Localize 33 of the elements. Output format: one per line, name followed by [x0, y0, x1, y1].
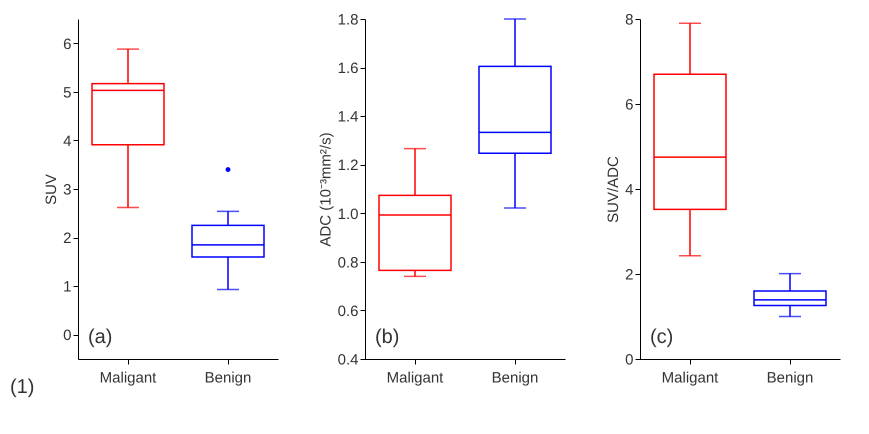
y-tick-label: 2 [625, 266, 634, 284]
y-axis-title: SUV/ADC [605, 156, 622, 223]
y-tick-label: 4 [63, 132, 72, 150]
y-tick-label: 4 [625, 182, 634, 198]
y-tick-label: 0.4 [338, 352, 358, 368]
x-tick-label: Maligant [100, 370, 158, 386]
x-tick-label: Maligant [662, 370, 720, 386]
y-tick-label: 8 [625, 12, 634, 28]
y-tick-label: 1.2 [338, 157, 358, 174]
y-axis-title: ADC (10⁻³mm²/s) [318, 132, 335, 247]
y-tick-label: 0 [63, 327, 72, 344]
y-tick-label: 1.4 [338, 108, 358, 126]
y-tick-label: 0 [625, 352, 634, 368]
y-tick-label: 1.8 [338, 12, 358, 28]
x-tick-label: Benign [766, 370, 814, 386]
annotation: (b) [375, 326, 400, 348]
y-tick-label: 6 [63, 36, 72, 53]
annotation: (c) [650, 326, 674, 348]
x-tick-label: Benign [492, 370, 538, 386]
y-tick-label: 1.0 [338, 206, 358, 223]
text: (1) [10, 376, 34, 398]
annotation: (a) [88, 326, 112, 348]
y-tick-label: 1 [63, 278, 72, 296]
x-tick-label: Benign [204, 370, 252, 386]
y-tick-label: 0.8 [338, 254, 358, 272]
y-axis-title: SUV [43, 174, 60, 205]
y-tick-label: 3 [63, 182, 72, 198]
y-tick-label: 6 [625, 96, 634, 114]
y-tick-label: 1.6 [338, 60, 358, 78]
x-tick-label: Maligant [386, 370, 444, 386]
y-tick-label: 5 [63, 84, 72, 102]
y-tick-label: 2 [63, 230, 72, 248]
y-tick-label: 0.6 [338, 302, 358, 320]
